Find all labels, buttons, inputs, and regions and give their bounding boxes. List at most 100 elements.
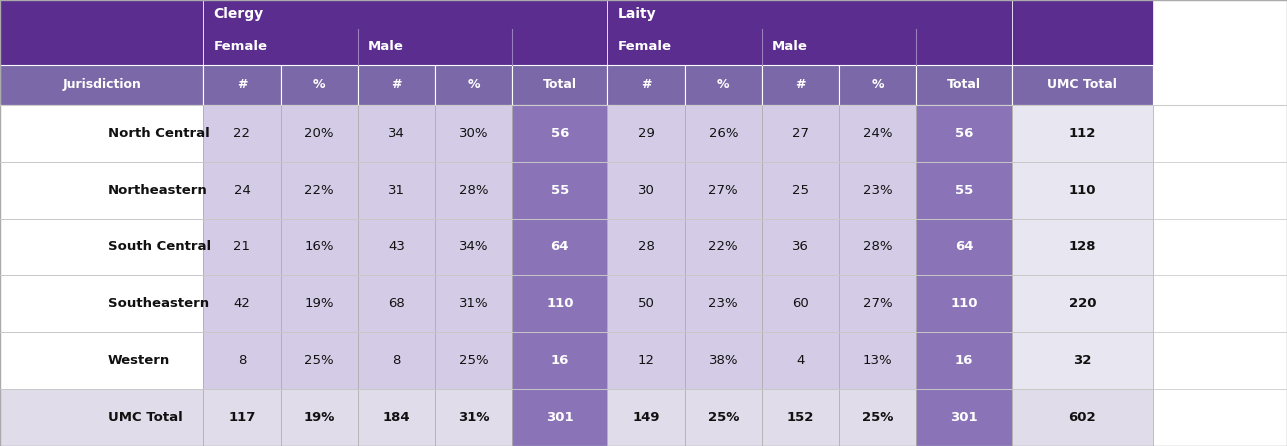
Bar	[839, 162, 916, 219]
Text: Total: Total	[947, 78, 981, 91]
Text: Total: Total	[543, 78, 577, 91]
Text: 55: 55	[551, 184, 569, 197]
Text: 32: 32	[1073, 354, 1091, 367]
Bar	[762, 105, 839, 162]
Text: 42: 42	[233, 297, 251, 310]
Text: 28%: 28%	[459, 184, 488, 197]
Bar	[685, 105, 762, 162]
Text: 34%: 34%	[459, 240, 488, 253]
Bar	[512, 389, 607, 446]
Text: Jurisdiction: Jurisdiction	[62, 78, 142, 91]
Bar	[1012, 275, 1153, 332]
Bar	[0, 65, 203, 105]
Text: 22%: 22%	[708, 240, 739, 253]
Bar	[1012, 105, 1153, 162]
Bar	[916, 65, 1012, 105]
Bar	[435, 389, 512, 446]
Bar	[916, 219, 1012, 275]
Text: 36: 36	[792, 240, 810, 253]
Bar	[839, 275, 916, 332]
Text: 110: 110	[950, 297, 978, 310]
Bar	[435, 105, 512, 162]
Text: Male: Male	[772, 40, 808, 53]
Text: 19%: 19%	[304, 411, 335, 424]
Bar	[685, 65, 762, 105]
Bar	[1012, 65, 1153, 105]
Text: UMC Total: UMC Total	[108, 411, 183, 424]
Text: 21: 21	[233, 240, 251, 253]
Bar	[281, 219, 358, 275]
Bar	[916, 162, 1012, 219]
Bar	[435, 162, 512, 219]
Bar	[839, 105, 916, 162]
Bar	[0, 105, 203, 162]
Text: 16: 16	[551, 354, 569, 367]
Text: Male: Male	[368, 40, 404, 53]
Text: 25: 25	[792, 184, 810, 197]
Bar	[512, 275, 607, 332]
Text: 55: 55	[955, 184, 973, 197]
Bar	[435, 219, 512, 275]
Bar	[607, 162, 685, 219]
Text: 30: 30	[637, 184, 655, 197]
Text: 25%: 25%	[304, 354, 335, 367]
Text: %: %	[313, 78, 326, 91]
Text: 301: 301	[950, 411, 978, 424]
Bar	[512, 219, 607, 275]
Bar	[685, 389, 762, 446]
Text: 23%: 23%	[862, 184, 893, 197]
Bar	[839, 332, 916, 389]
Text: 28%: 28%	[864, 240, 892, 253]
Bar	[762, 332, 839, 389]
Bar	[358, 162, 435, 219]
Bar	[281, 65, 358, 105]
Bar	[358, 105, 435, 162]
Bar	[203, 65, 281, 105]
Bar	[203, 162, 281, 219]
Bar	[358, 219, 435, 275]
Text: 19%: 19%	[305, 297, 333, 310]
Text: 28: 28	[637, 240, 655, 253]
Text: 8: 8	[238, 354, 246, 367]
Bar	[281, 332, 358, 389]
Text: 31: 31	[387, 184, 405, 197]
Text: 31%: 31%	[458, 297, 489, 310]
Text: Female: Female	[618, 40, 672, 53]
Text: 43: 43	[387, 240, 405, 253]
Text: Female: Female	[214, 40, 268, 53]
Text: 38%: 38%	[709, 354, 737, 367]
Text: 25%: 25%	[708, 411, 739, 424]
Bar	[685, 162, 762, 219]
Bar	[0, 389, 203, 446]
Bar	[839, 389, 916, 446]
Text: 13%: 13%	[862, 354, 893, 367]
Text: Laity: Laity	[618, 7, 656, 21]
Bar	[203, 275, 281, 332]
Bar	[203, 219, 281, 275]
Text: South Central: South Central	[108, 240, 211, 253]
Bar	[685, 332, 762, 389]
Text: 149: 149	[632, 411, 660, 424]
Text: 152: 152	[786, 411, 815, 424]
Text: #: #	[641, 78, 651, 91]
Bar	[512, 105, 607, 162]
Text: %: %	[467, 78, 480, 91]
Text: 24%: 24%	[864, 127, 892, 140]
Bar	[1012, 389, 1153, 446]
Text: 64: 64	[551, 240, 569, 253]
Bar	[839, 65, 916, 105]
Bar	[916, 389, 1012, 446]
Text: Southeastern: Southeastern	[108, 297, 210, 310]
Bar	[512, 65, 607, 105]
Bar	[203, 389, 281, 446]
Text: 20%: 20%	[305, 127, 333, 140]
Bar	[203, 0, 607, 65]
Text: 30%: 30%	[459, 127, 488, 140]
Text: North Central: North Central	[108, 127, 210, 140]
Bar	[358, 332, 435, 389]
Text: #: #	[795, 78, 806, 91]
Text: #: #	[391, 78, 402, 91]
Text: 22%: 22%	[304, 184, 335, 197]
Bar	[762, 389, 839, 446]
Bar	[435, 65, 512, 105]
